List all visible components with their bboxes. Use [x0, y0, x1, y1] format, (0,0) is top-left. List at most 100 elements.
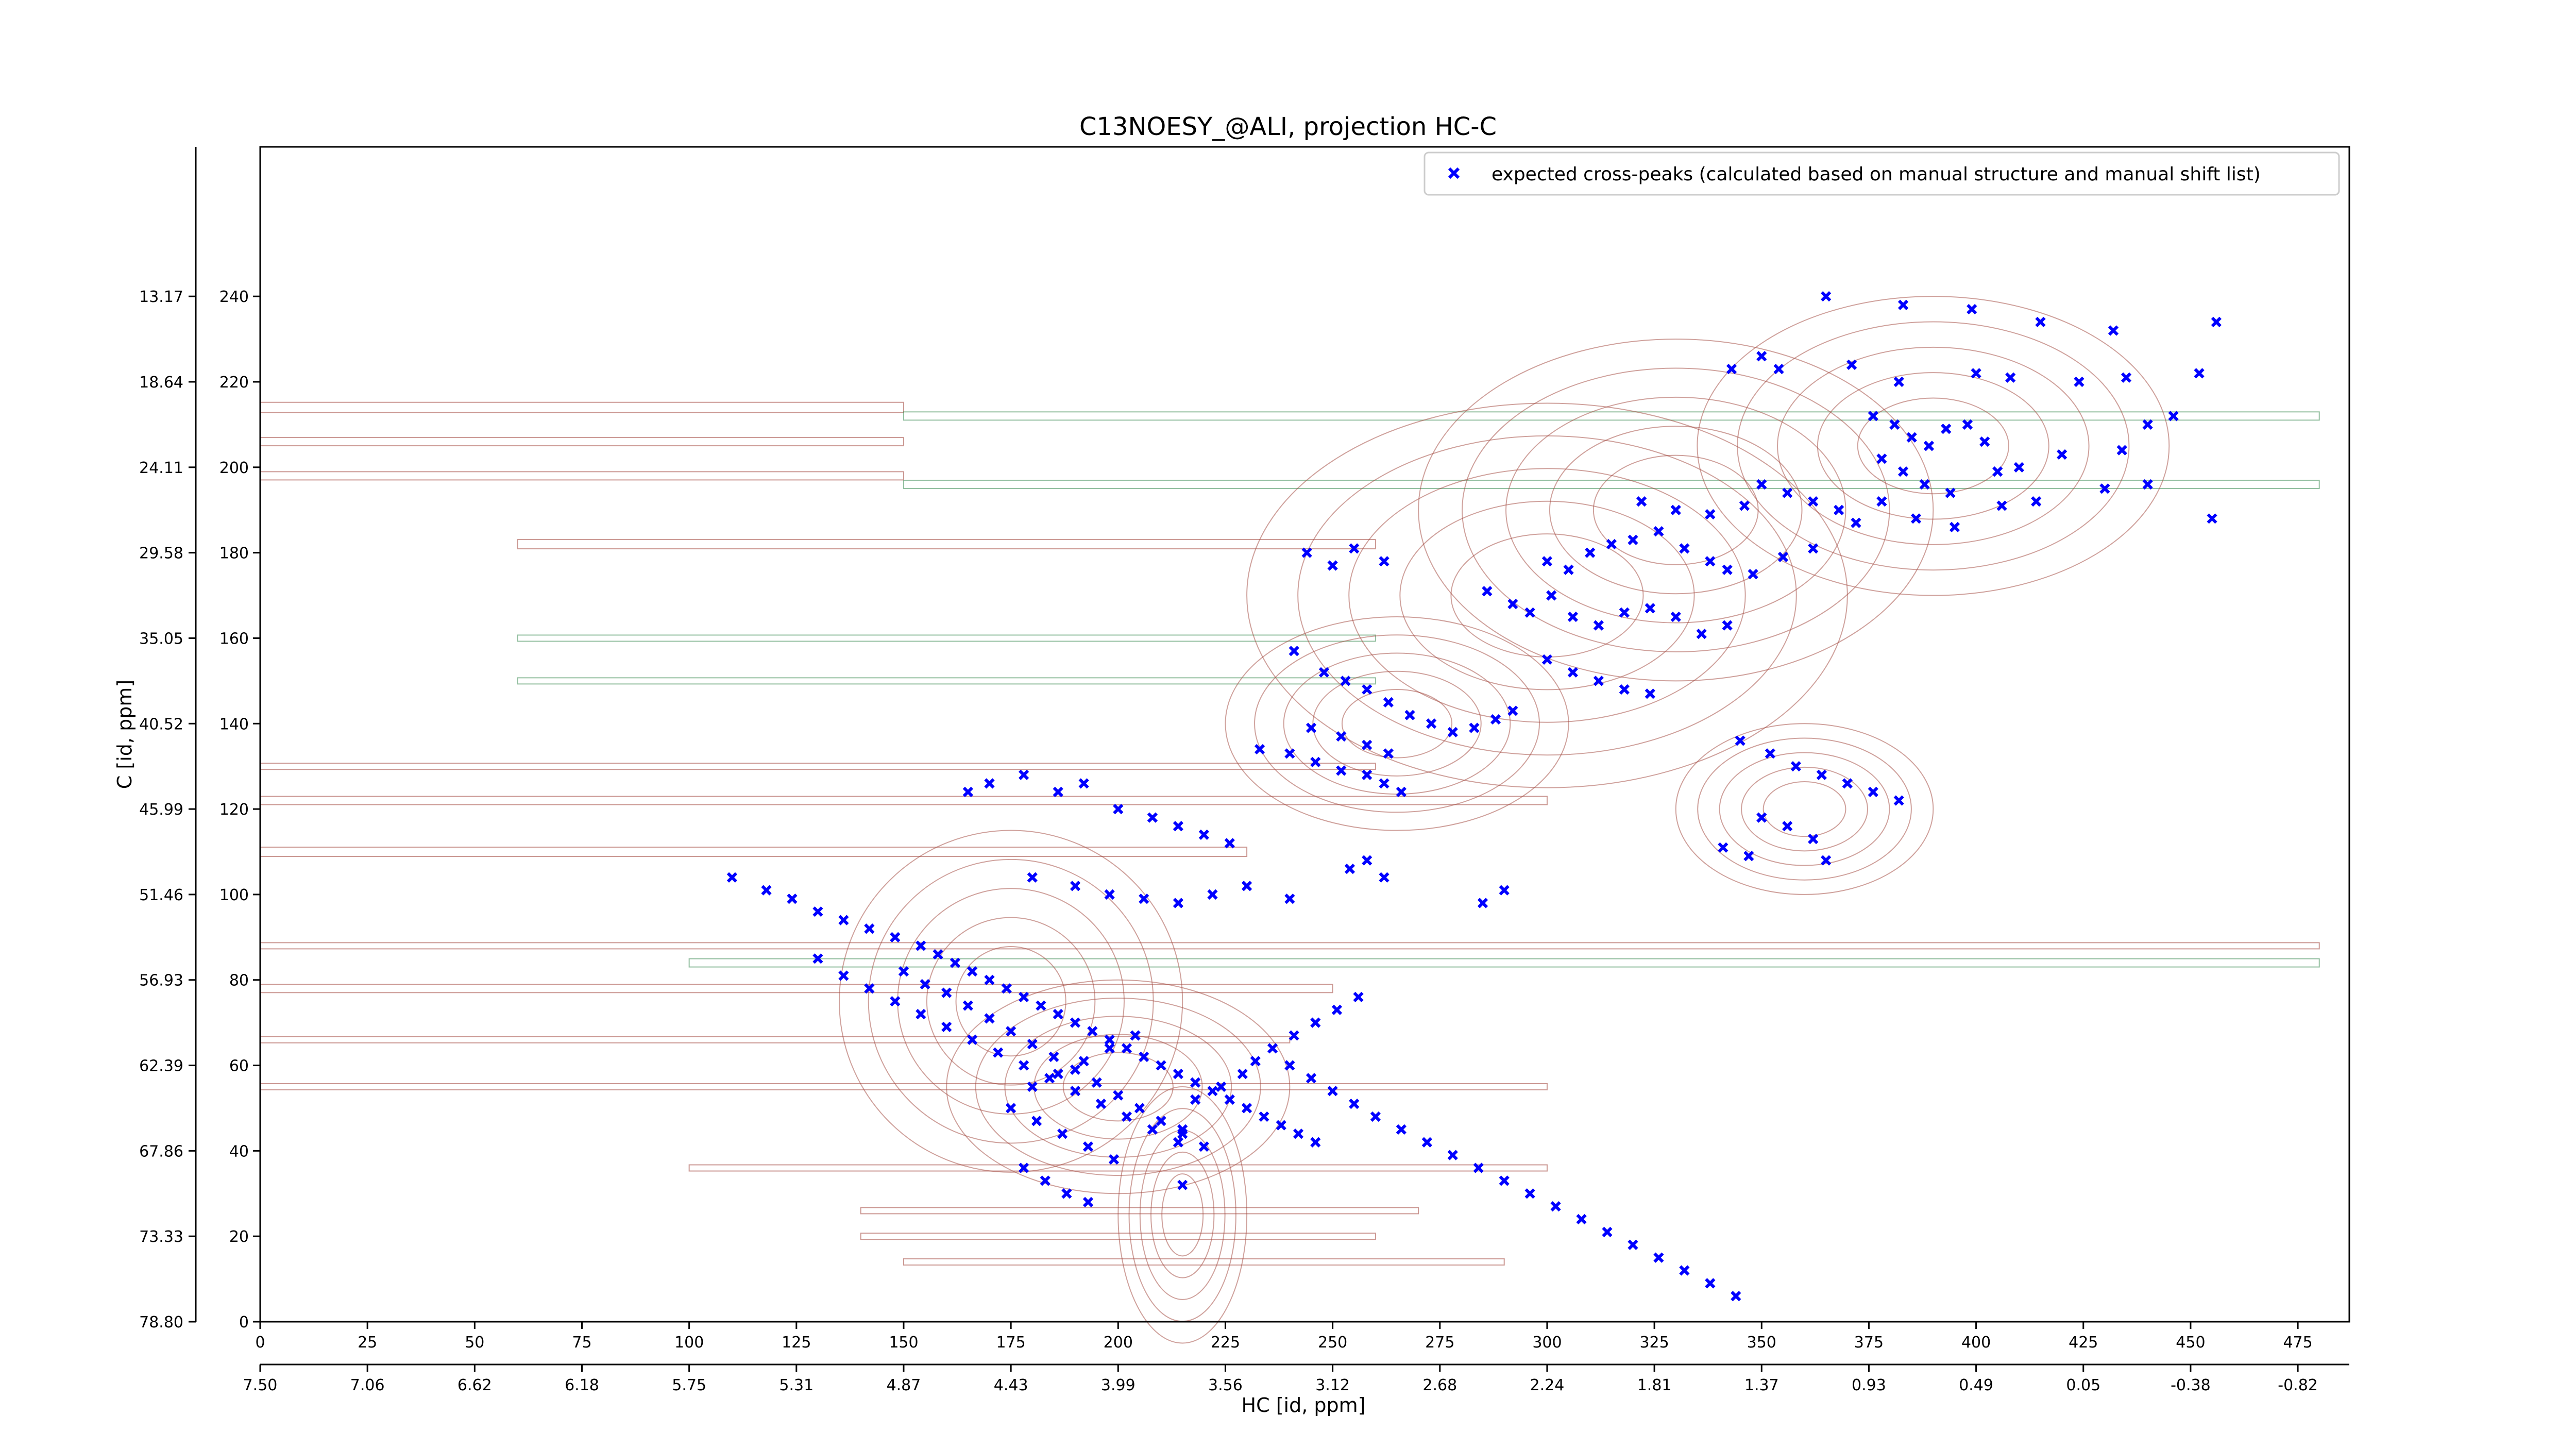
cross-peak-marker	[1876, 453, 1887, 464]
cross-peak-marker	[1628, 534, 1638, 545]
y-tick-label: 200	[219, 459, 249, 477]
cross-peak-marker	[1053, 1069, 1063, 1080]
cross-peak-marker	[1027, 1081, 1038, 1092]
cross-peak-marker	[1241, 881, 1252, 891]
cross-peak-marker	[1070, 1064, 1081, 1075]
cross-peak-marker	[1546, 590, 1557, 601]
x-ppm-tick-label: 3.56	[1208, 1376, 1243, 1394]
contour-band	[260, 401, 904, 413]
contour-ring	[1246, 402, 1848, 788]
cross-peak-marker	[1490, 714, 1501, 725]
cross-peak-marker	[1743, 851, 1754, 862]
cross-peak-marker	[1284, 748, 1295, 759]
legend-label: expected cross-peaks (calculated based o…	[1492, 164, 2261, 185]
x-tick-label: 425	[2069, 1334, 2098, 1352]
y-ppm-tick-label: 45.99	[139, 801, 183, 819]
cross-peak-marker	[984, 778, 995, 789]
cross-peak-marker	[1821, 855, 1832, 866]
cross-peak-marker	[1018, 1060, 1029, 1071]
cross-peak-marker	[1585, 547, 1596, 558]
contour-ring	[1225, 616, 1569, 831]
cross-peak-marker	[1276, 1120, 1286, 1131]
cross-peak-marker	[1241, 1103, 1252, 1114]
contour-ring	[1150, 1151, 1215, 1278]
cross-peak-marker	[1070, 881, 1081, 891]
cross-peak-marker	[1851, 517, 1861, 528]
cross-peak-marker	[1619, 607, 1630, 618]
cross-peak-marker	[2121, 372, 2132, 383]
contour-ring	[1117, 1086, 1248, 1344]
cross-peak-marker	[1808, 496, 1819, 507]
y-ppm-tick-label: 67.86	[139, 1142, 183, 1160]
cross-peak-marker	[1104, 889, 1115, 900]
x-ppm-tick-label: 1.37	[1744, 1376, 1779, 1394]
cross-peak-marker	[2142, 419, 2153, 430]
y-axis-ticks: 0 20 40 60 80 100 120 140 160 180 200 220 240	[219, 288, 260, 1332]
cross-peak-marker	[1349, 1099, 1360, 1109]
cross-peak-marker	[1782, 487, 1793, 498]
cross-peak-marker	[1653, 526, 1664, 537]
y-ppm-tick-label: 62.39	[139, 1057, 183, 1075]
cross-peak-marker	[1524, 1188, 1535, 1199]
cross-peak-marker	[1962, 419, 1973, 430]
cross-peak-marker	[1173, 1069, 1183, 1080]
cross-peak-marker	[2116, 445, 2127, 456]
cross-peak-marker	[1567, 667, 1579, 678]
cross-peak-marker	[1091, 1077, 1102, 1088]
y-ppm-tick-label: 78.80	[139, 1313, 183, 1332]
cross-peak-marker	[1941, 424, 1952, 434]
cross-peak-marker	[1370, 1111, 1381, 1122]
cross-peak-marker	[1893, 376, 1904, 387]
y-tick-label: 220	[219, 374, 249, 392]
y-ppm-tick-label: 18.64	[139, 374, 183, 392]
x-ppm-tick-label: 0.49	[1959, 1376, 1993, 1394]
cross-peak-marker	[1897, 299, 1909, 310]
cross-peak-marker	[916, 1008, 926, 1020]
cross-peak-marker	[984, 974, 995, 985]
cross-peak-marker	[1477, 898, 1488, 908]
plot-frame	[259, 146, 2350, 1323]
y-ppm-tick-label: 29.58	[139, 545, 183, 563]
cross-peak-marker	[1327, 560, 1338, 571]
cross-peak-marker	[2013, 462, 2024, 473]
cross-peak-marker	[1756, 812, 1767, 823]
cross-peak-marker	[1057, 1128, 1068, 1139]
cross-peak-marker	[1876, 496, 1887, 507]
x-ppm-tick-label: 6.62	[457, 1376, 492, 1394]
x-tick-label: 250	[1318, 1334, 1347, 1352]
y-tick-label: 180	[219, 545, 249, 563]
contour-ring	[1777, 346, 2090, 545]
cross-peak-marker	[812, 906, 823, 917]
cross-peak-marker	[1541, 654, 1553, 665]
contour-ring	[1762, 781, 1846, 837]
x-ppm-tick-label: 0.05	[2066, 1376, 2100, 1394]
cross-peak-marker	[1628, 1239, 1638, 1250]
cross-peak-marker	[1816, 769, 1827, 780]
contour-ring	[1161, 1173, 1204, 1257]
x-tick-label: 25	[358, 1334, 377, 1352]
cross-peak-marker	[1426, 718, 1437, 729]
y-tick-label: 100	[219, 886, 249, 904]
cross-peak-marker	[2168, 411, 2179, 422]
cross-peak-marker	[1340, 676, 1351, 686]
x-tick-label: 200	[1104, 1334, 1133, 1352]
cross-peak-marker	[1893, 795, 1904, 806]
y-ppm-tick-label: 40.52	[139, 715, 183, 733]
cross-peak-marker	[1336, 731, 1347, 742]
cross-peak-marker	[1104, 1034, 1115, 1045]
cross-peak-marker	[1018, 1162, 1029, 1173]
cross-peak-marker	[1756, 351, 1767, 362]
cross-peak-marker	[1177, 1180, 1188, 1190]
y-tick-label: 40	[229, 1142, 249, 1160]
cross-peak-marker	[1705, 1278, 1716, 1289]
cross-peak-marker	[890, 996, 901, 1007]
cross-peak-marker	[1482, 586, 1493, 597]
x-ppm-tick-label: 6.18	[565, 1376, 599, 1394]
cross-peak-marker	[1362, 684, 1372, 695]
cross-peak-marker	[1919, 479, 1930, 490]
y-tick-label: 80	[229, 972, 249, 990]
legend-box	[1423, 151, 2340, 196]
cross-peak-marker	[1224, 838, 1235, 849]
contour-ring	[926, 917, 1096, 1086]
